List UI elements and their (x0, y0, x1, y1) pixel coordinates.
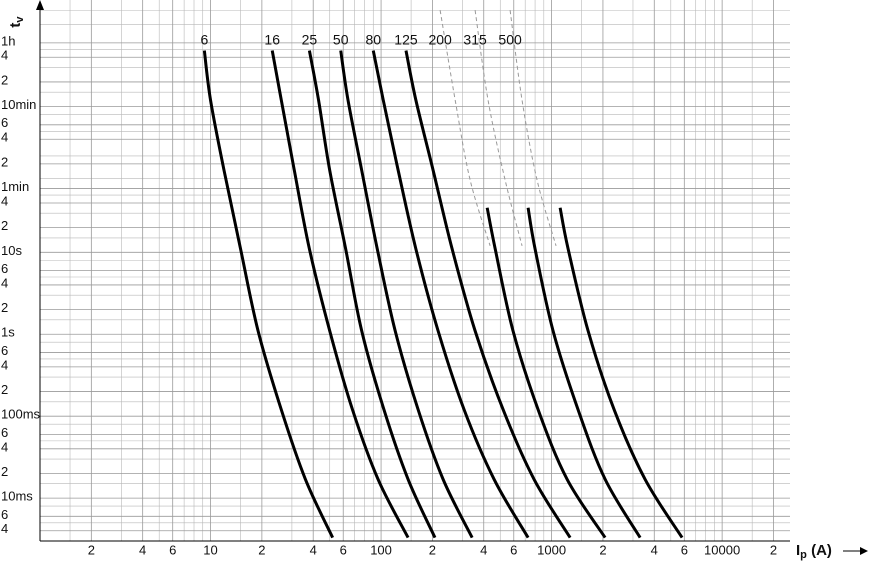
y-tick-label: 4 (1, 275, 8, 290)
x-axis-label: Ip (A) (796, 542, 832, 561)
series-label: 16 (264, 32, 280, 48)
x-tick-label: 6 (681, 542, 688, 557)
y-tick-label: 4 (1, 357, 8, 372)
y-axis-label: tv (7, 16, 26, 28)
x-tick-label: 2 (258, 542, 265, 557)
x-tick-label: 2 (88, 542, 95, 557)
y-tick-label: 6 (1, 343, 8, 358)
y-label-sub: v (14, 16, 26, 23)
x-tick-label: 2 (770, 542, 777, 557)
grid (40, 0, 790, 541)
y-tick-label: 4 (1, 48, 8, 63)
fuse-curve (485, 207, 607, 539)
fuse-curve (307, 50, 437, 539)
y-tick-label: 2 (1, 300, 8, 315)
y-tick-label: 2 (1, 382, 8, 397)
y-tick-label: 10min (1, 97, 36, 112)
fuse-curve (202, 50, 334, 539)
x-tick-label: 4 (651, 542, 658, 557)
x-tick-label: 10000 (704, 542, 740, 557)
y-tick-label: 6 (1, 261, 8, 276)
y-axis-arrow (36, 0, 44, 10)
x-tick-label: 6 (510, 542, 517, 557)
fuse-curve (270, 50, 410, 539)
y-tick-label: 1h (1, 33, 15, 48)
x-tick-label: 2 (429, 542, 436, 557)
x-tick-label: 10 (203, 542, 217, 557)
curve-extension (439, 10, 491, 246)
y-tick-label: 6 (1, 425, 8, 440)
fuse-curve (404, 50, 572, 539)
series-label: 315 (463, 32, 487, 48)
fuse-curve (558, 207, 684, 539)
series-label: 50 (333, 32, 349, 48)
y-tick-label: 2 (1, 464, 8, 479)
x-tick-label: 6 (340, 542, 347, 557)
series-label: 500 (498, 32, 522, 48)
x-tick-label: 4 (310, 542, 317, 557)
x-tick-label: 1000 (537, 542, 566, 557)
x-label-sub: p (800, 549, 807, 561)
fuse-curve (339, 50, 474, 539)
x-tick-label: 6 (169, 542, 176, 557)
x-tick-label: 100 (370, 542, 392, 557)
series-label: 25 (302, 32, 318, 48)
fuse-curve (371, 50, 530, 539)
y-tick-label: 6 (1, 507, 8, 522)
curve-extension (474, 10, 523, 246)
y-tick-label: 4 (1, 439, 8, 454)
y-tick-label: 1s (1, 325, 15, 340)
y-tick-label: 4 (1, 193, 8, 208)
x-tick-label: 4 (139, 542, 146, 557)
y-tick-label: 6 (1, 115, 8, 130)
curves (202, 10, 684, 539)
y-tick-label: 10ms (1, 489, 33, 504)
y-tick-label: 2 (1, 72, 8, 87)
y-label-main: t (7, 23, 24, 28)
series-label: 80 (365, 32, 381, 48)
x-tick-label: 4 (480, 542, 487, 557)
y-tick-label: 2 (1, 218, 8, 233)
series-label: 125 (394, 32, 418, 48)
x-label-rest: (A) (807, 542, 832, 559)
x-axis-arrow (860, 547, 868, 555)
x-tick-label: 2 (599, 542, 606, 557)
fuse-curve (526, 207, 642, 539)
y-tick-label: 4 (1, 130, 8, 145)
y-tick-label: 4 (1, 521, 8, 536)
y-tick-label: 100ms (1, 407, 41, 422)
series-label: 200 (428, 32, 452, 48)
y-tick-label: 10s (1, 243, 22, 258)
y-tick-label: 1min (1, 179, 29, 194)
y-tick-label: 2 (1, 154, 8, 169)
series-label: 6 (200, 32, 208, 48)
curve-extension (509, 10, 557, 246)
x-label-main: I (796, 542, 800, 559)
